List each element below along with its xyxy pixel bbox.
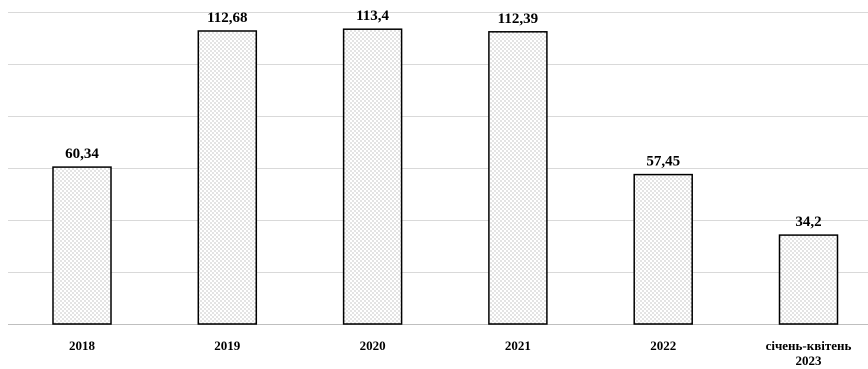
bar-1: [197, 30, 258, 325]
bars: [52, 28, 839, 325]
bar-3: [488, 31, 548, 325]
bar-5: [778, 234, 839, 325]
value-labels: 60,34 112,68 113,4 112,39 57,45 34,2: [65, 8, 822, 230]
value-label-1: 112,68: [207, 10, 247, 26]
value-label-2: 113,4: [356, 8, 389, 24]
bar-4: [633, 173, 693, 325]
value-label-5: 34,2: [795, 214, 821, 230]
x-tick-label-3: 2021: [505, 338, 531, 353]
x-tick-label-5: січень-квітень 2023: [766, 338, 852, 368]
x-tick-label-4: 2022: [650, 338, 676, 353]
x-tick-label-2: 2020: [360, 338, 386, 353]
x-tick-label-1: 2019: [214, 338, 241, 353]
value-label-4: 57,45: [646, 154, 680, 170]
x-tick-label-0: 2018: [69, 338, 96, 353]
value-label-3: 112,39: [498, 11, 538, 27]
x-tick-labels: 2018 2019 2020 2021 2022 січень-квітень 2023: [69, 338, 852, 368]
gridlines: [8, 12, 868, 273]
value-label-0: 60,34: [65, 146, 99, 162]
bar-0: [52, 166, 112, 325]
bar-2: [342, 28, 403, 325]
